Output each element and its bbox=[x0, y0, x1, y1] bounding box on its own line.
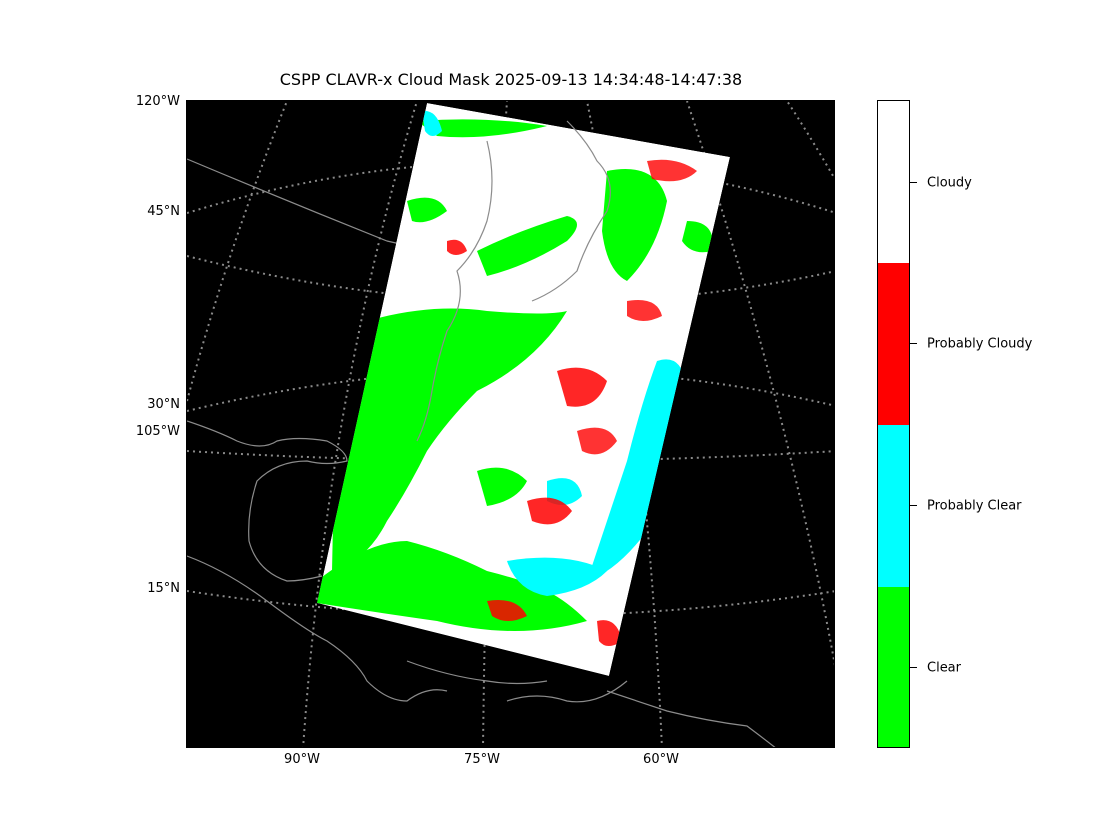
lat-label-105w: 105°W bbox=[135, 424, 180, 439]
probably-cloudy-regions bbox=[447, 159, 697, 646]
map-panel bbox=[186, 100, 835, 748]
lat-label-15n: 15°N bbox=[147, 581, 180, 596]
colorbar-tick bbox=[910, 182, 917, 183]
lat-label-45n: 45°N bbox=[147, 204, 180, 219]
figure-title: CSPP CLAVR-x Cloud Mask 2025-09-13 14:34… bbox=[279, 70, 743, 89]
cloud-mask-swath bbox=[317, 103, 730, 676]
colorbar-segment-cloudy bbox=[878, 101, 909, 263]
probably-clear-regions bbox=[422, 110, 687, 596]
map-canvas bbox=[187, 101, 834, 747]
colorbar-tick bbox=[910, 667, 917, 668]
colorbar-segment-probably-clear bbox=[878, 425, 909, 587]
gridline-lon-90 bbox=[302, 101, 418, 747]
coastline-central-america bbox=[187, 555, 448, 702]
colorbar-tick bbox=[910, 343, 917, 344]
colorbar bbox=[877, 100, 910, 748]
gridline-lon-30 bbox=[786, 101, 834, 180]
coastline-caribbean bbox=[406, 660, 776, 747]
lon-label-75w: 75°W bbox=[464, 752, 500, 767]
gridline-lat-mid bbox=[187, 450, 834, 462]
colorbar-label-probably-cloudy: Probably Cloudy bbox=[927, 336, 1033, 352]
coastlines-over-swath bbox=[416, 120, 611, 442]
coastline-gulf-mexico bbox=[187, 420, 348, 582]
gridline-lon-105 bbox=[187, 101, 288, 402]
colorbar-label-cloudy: Cloudy bbox=[927, 175, 972, 191]
lat-label-30n: 30°N bbox=[147, 397, 180, 412]
colorbar-label-clear: Clear bbox=[927, 660, 961, 676]
colorbar-segment-probably-cloudy bbox=[878, 263, 909, 425]
colorbar-label-probably-clear: Probably Clear bbox=[927, 498, 1022, 514]
lon-label-60w: 60°W bbox=[643, 752, 679, 767]
gridline-lat-45 bbox=[187, 161, 834, 214]
lon-label-90w: 90°W bbox=[284, 752, 320, 767]
lat-label-120w: 120°W bbox=[135, 94, 180, 109]
colorbar-segment-clear bbox=[878, 587, 909, 747]
colorbar-tick bbox=[910, 505, 917, 506]
